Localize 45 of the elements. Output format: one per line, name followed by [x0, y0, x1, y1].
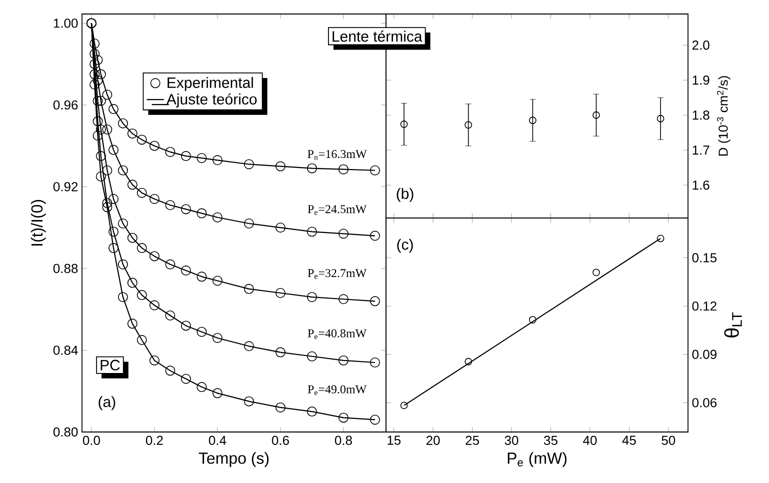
annotation: Lente térmica — [332, 30, 422, 42]
y-tick-label: 0.96 — [53, 100, 78, 110]
x-tick-label: 15 — [388, 436, 401, 445]
y-tick-label: 2.0 — [692, 40, 710, 50]
x-tick-label: 35 — [544, 436, 558, 445]
y-tick-label: 1.8 — [692, 110, 710, 120]
x-axis-title: P$_{e}$ (mW) — [508, 452, 566, 468]
annotation: (a) — [98, 396, 116, 410]
y-tick-label: 0.88 — [53, 264, 78, 274]
y-tick-label: 1.7 — [692, 146, 710, 155]
y-tick-label: 0.80 — [53, 427, 78, 437]
y-axis-title: θ$_{LT}$ — [724, 312, 742, 338]
y-tick-label: 1.6 — [692, 180, 710, 190]
annotation: P$_{n}$=16.3mW — [308, 150, 367, 160]
x-tick-label: 30 — [504, 436, 518, 445]
y-tick-label: 0.06 — [692, 398, 717, 408]
x-tick-label: 25 — [466, 436, 479, 445]
y-tick-label: 0.15 — [692, 253, 717, 262]
x-tick-label: 0.0 — [82, 436, 100, 445]
x-tick-label: 0.8 — [334, 436, 352, 445]
x-tick-label: 0.4 — [208, 436, 226, 445]
x-tick-label: 50 — [662, 436, 676, 445]
y-tick-label: 0.84 — [53, 346, 78, 355]
annotation: P$_{e}$=24.5mW — [308, 205, 367, 215]
y-axis-title: D (10$^{-3}$ cm$^{2}$/s) — [716, 76, 730, 156]
legend-label: Ajuste teórico — [166, 93, 257, 108]
y-axis-title: I(t)/I(0) — [30, 200, 46, 246]
y-tick-label: 1.00 — [54, 18, 78, 28]
annotation: PC — [100, 360, 120, 370]
y-tick-label: 0.92 — [53, 182, 78, 192]
annotation: (b) — [396, 188, 414, 202]
x-axis-title: Tempo (s) — [198, 452, 269, 468]
annotation: (c) — [397, 238, 413, 253]
x-tick-label: 0.2 — [146, 436, 163, 445]
legend-label: Experimental — [168, 76, 253, 91]
annotation: P$_{e}$=32.7mW — [308, 269, 367, 279]
y-tick-label: 0.12 — [692, 301, 716, 311]
annotation: P$_{e}$=49.0mW — [308, 385, 367, 396]
x-tick-label: 0.6 — [272, 436, 289, 445]
y-tick-label: 0.09 — [692, 350, 716, 359]
y-tick-label: 1.9 — [692, 76, 710, 85]
x-tick-label: 20 — [426, 436, 440, 445]
annotation: P$_{e}$=40.8mW — [308, 329, 367, 340]
x-tick-label: 40 — [583, 436, 597, 445]
x-tick-label: 45 — [622, 436, 636, 445]
